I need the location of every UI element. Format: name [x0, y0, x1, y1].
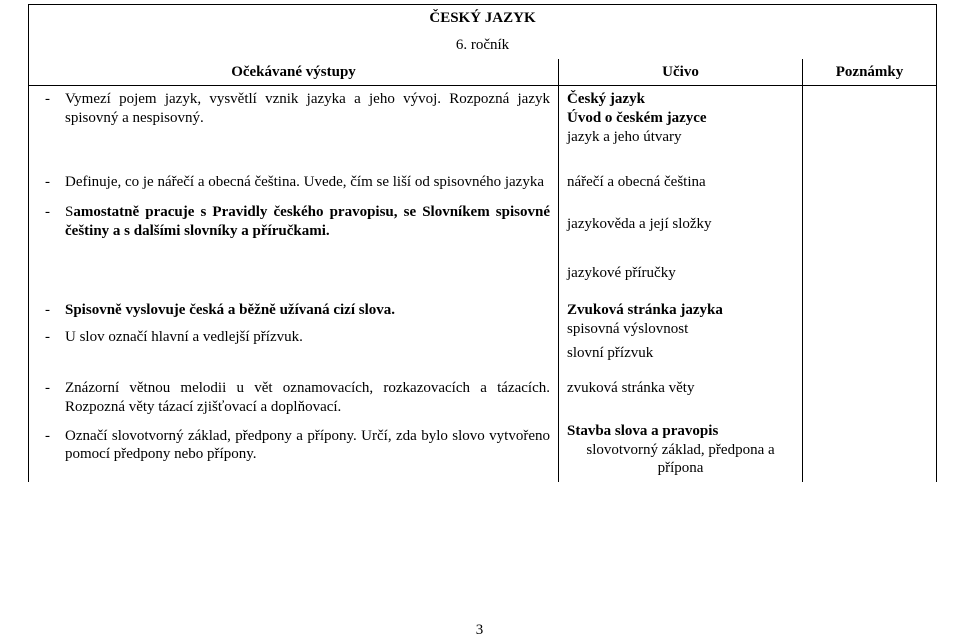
header-notes: Poznámky	[803, 59, 937, 86]
outcome-item: Definuje, co je nářečí a obecná čeština.…	[37, 173, 550, 192]
topic-line: jazykověda a její složky	[567, 215, 794, 234]
topic-title: Zvuková stránka jazyka	[567, 301, 794, 320]
curriculum-table: ČESKÝ JAZYK 6. ročník Očekávané výstupy …	[28, 4, 937, 482]
outcome-cell: Vymezí pojem jazyk, vysvětlí vznik jazyk…	[29, 86, 559, 151]
notes-cell	[803, 367, 937, 482]
topic-line: slovotvorný základ, předpona a přípona	[567, 441, 794, 479]
outcome-cell: Definuje, co je nářečí a obecná čeština.…	[29, 151, 559, 287]
topic-line: nářečí a obecná čeština	[567, 173, 794, 192]
notes-cell	[803, 86, 937, 151]
header-outcomes: Očekávané výstupy	[29, 59, 559, 86]
notes-cell	[803, 151, 937, 287]
topic-cell: Zvuková stránka jazyka spisovná výslovno…	[559, 287, 803, 367]
outcome-item: U slov označí hlavní a vedlejší přízvuk.	[37, 328, 550, 347]
table-title: ČESKÝ JAZYK	[29, 5, 937, 32]
grade-label: 6. ročník	[29, 32, 937, 59]
topic-cell: nářečí a obecná čeština jazykověda a jej…	[559, 151, 803, 287]
topic-title: Český jazyk	[567, 90, 794, 109]
outcome-item: Spisovně vyslovuje česká a běžně užívaná…	[37, 301, 550, 320]
page-number: 3	[0, 622, 959, 639]
notes-cell	[803, 287, 937, 367]
outcome-cell: Spisovně vyslovuje česká a běžně užívaná…	[29, 287, 559, 367]
topic-line: spisovná výslovnost	[567, 320, 794, 339]
outcome-cell: Znázorní větnou melodii u vět oznamovací…	[29, 367, 559, 482]
outcome-item: Vymezí pojem jazyk, vysvětlí vznik jazyk…	[37, 90, 550, 128]
outcome-item: Označí slovotvorný základ, předpony a př…	[37, 427, 550, 465]
topic-line: slovní přízvuk	[567, 344, 794, 363]
topic-line: jazyk a jeho útvary	[567, 128, 794, 147]
topic-cell: Český jazyk Úvod o českém jazyce jazyk a…	[559, 86, 803, 151]
outcome-item: Znázorní větnou melodii u vět oznamovací…	[37, 379, 550, 417]
header-topic: Učivo	[559, 59, 803, 86]
topic-title: Stavba slova a pravopis	[567, 422, 794, 441]
outcome-item: Samostatně pracuje s Pravidly českého pr…	[37, 203, 550, 241]
topic-subtitle: Úvod o českém jazyce	[567, 109, 794, 128]
topic-cell: zvuková stránka věty Stavba slova a prav…	[559, 367, 803, 482]
topic-line: jazykové příručky	[567, 264, 794, 283]
topic-line: zvuková stránka věty	[567, 379, 794, 398]
